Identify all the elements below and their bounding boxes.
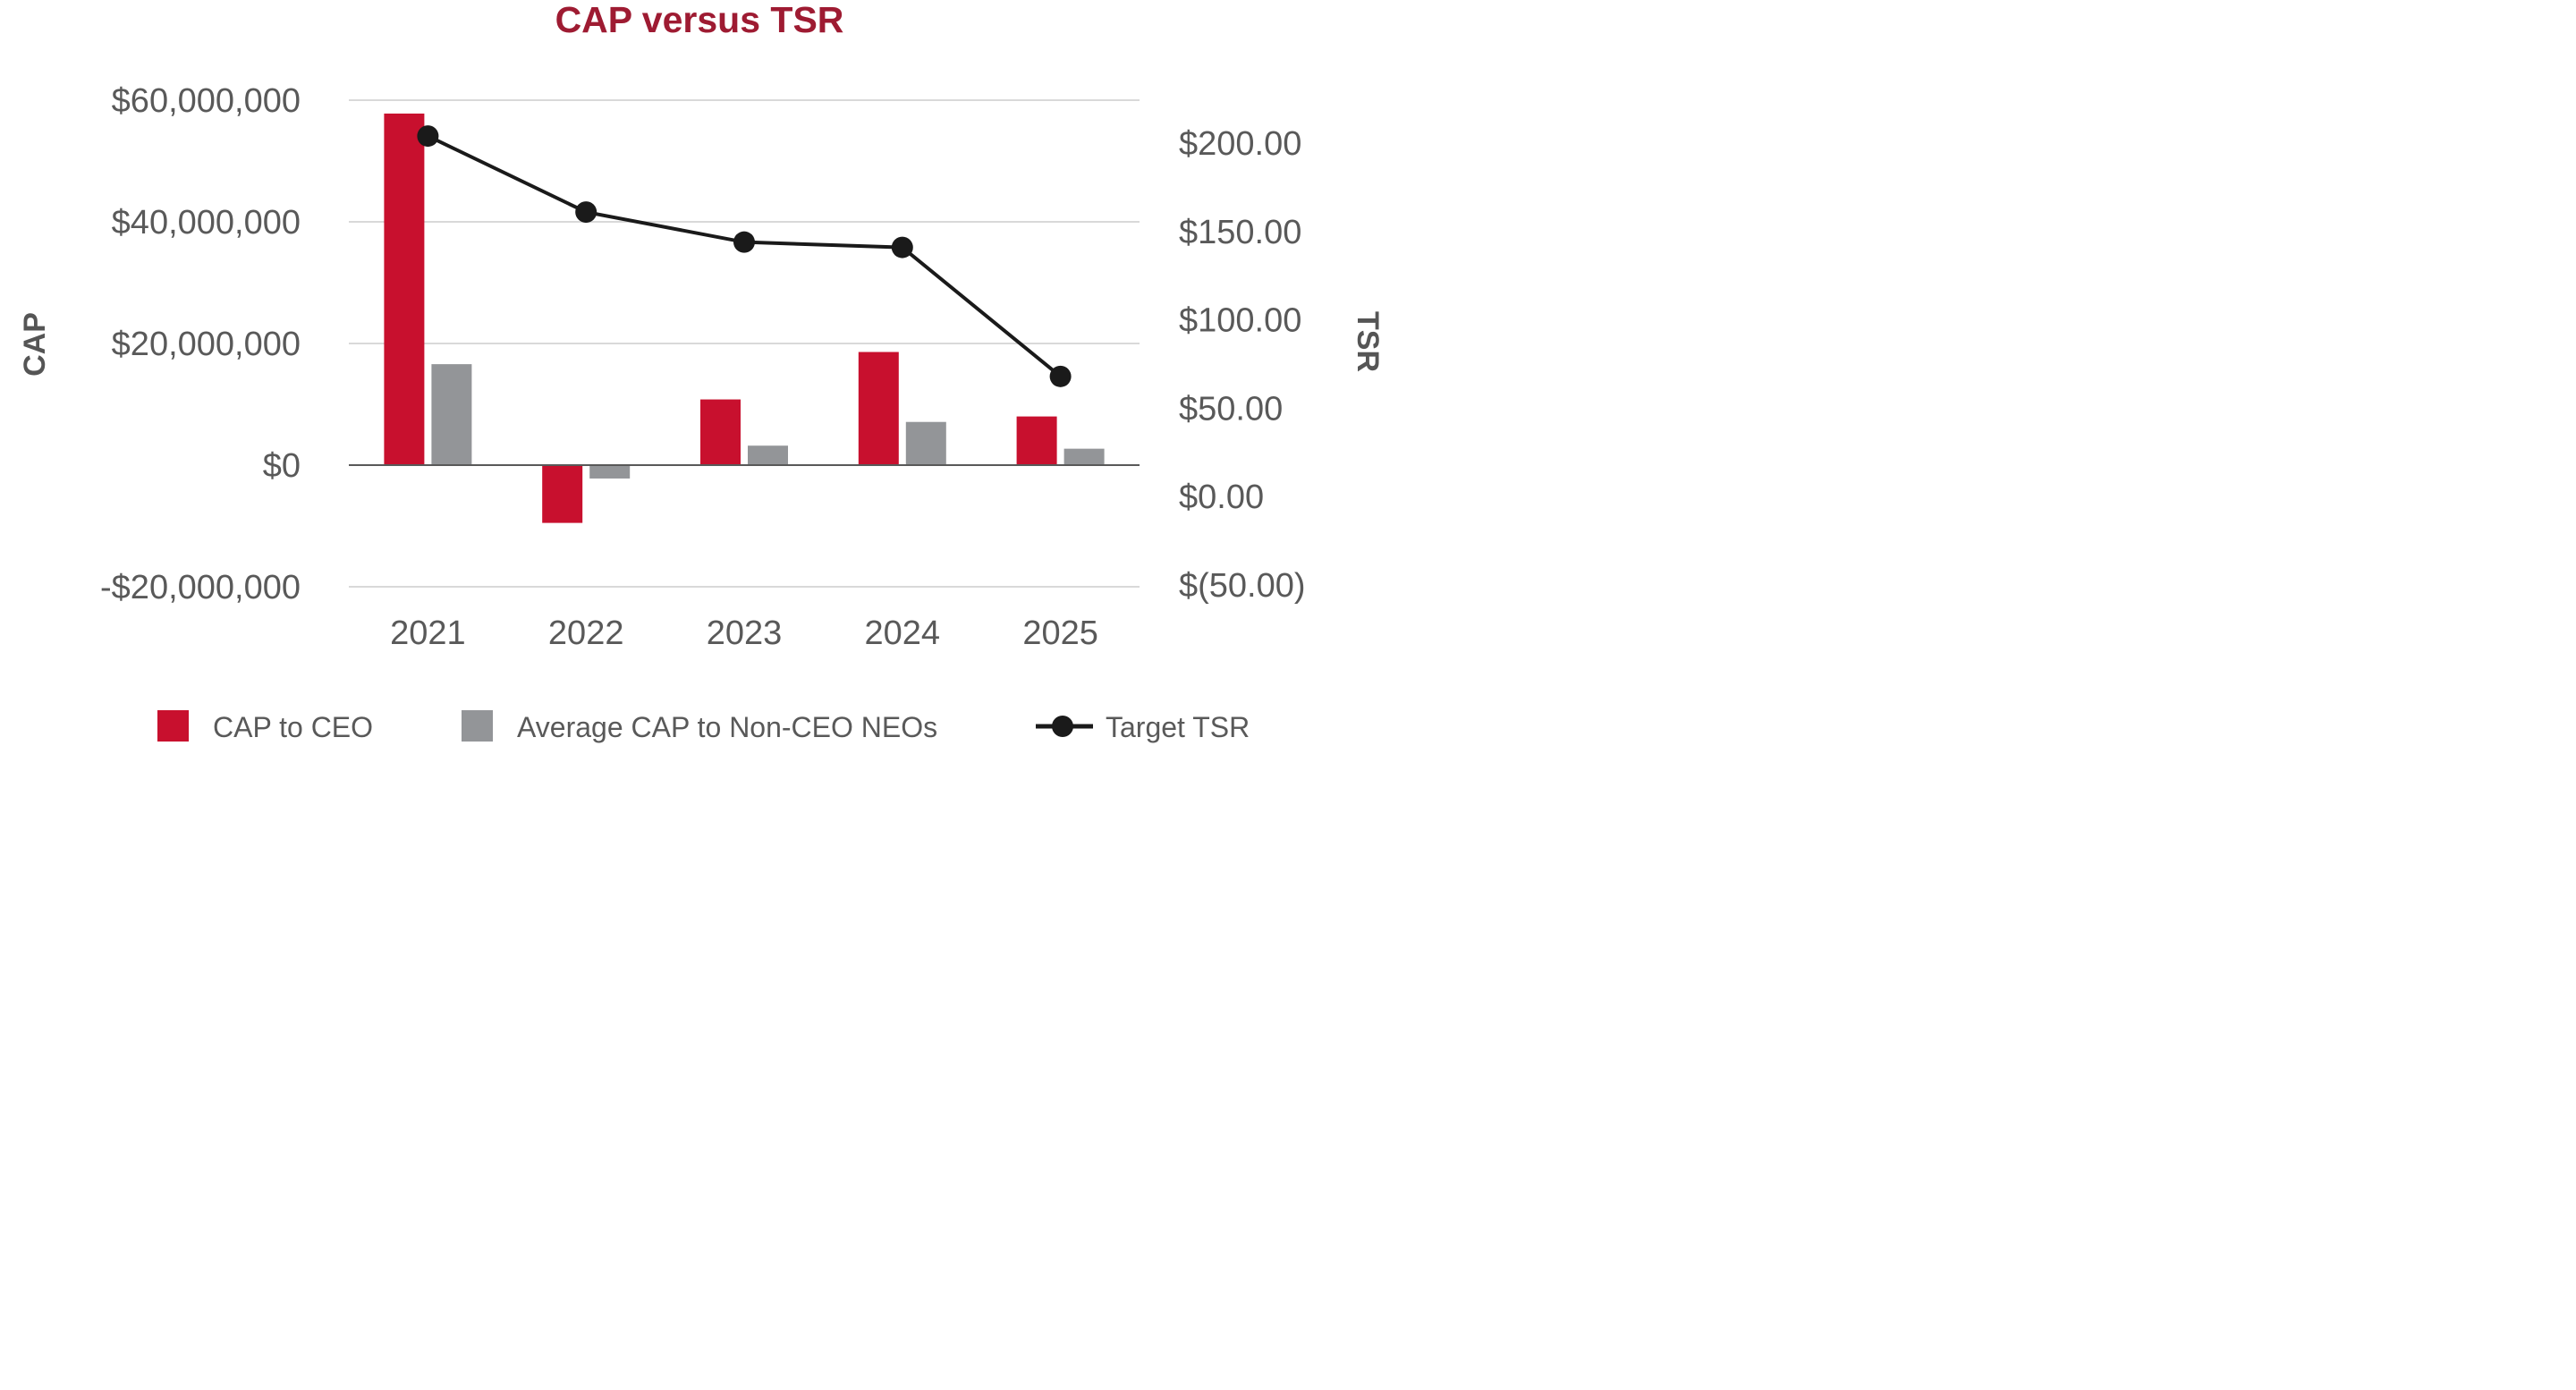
legend-label-0: CAP to CEO: [213, 711, 373, 743]
x-tick-labels: 2021 2022 2023 2024 2025: [390, 614, 1098, 652]
bar-cap-neo-2025: [1063, 448, 1105, 465]
bars: [384, 113, 1105, 523]
legend-label-1: Average CAP to Non-CEO NEOs: [517, 711, 937, 743]
y-right-tick-label: $0.00: [1179, 479, 1264, 516]
tsr-line: [417, 125, 1072, 387]
tsr-point-2022: [575, 201, 597, 224]
y-right-tick-label: $150.00: [1179, 214, 1301, 251]
tsr-line-path: [427, 134, 1062, 378]
x-tick-label: 2022: [548, 614, 624, 652]
bar-cap-neo-2021: [431, 364, 472, 465]
y-left-tick-label: $20,000,000: [112, 326, 301, 363]
cap-versus-tsr-chart: CAP versus TSR CAP TSR -$20,000,000 $0 $20…: [18, 0, 1385, 743]
legend-marker: [1052, 716, 1073, 737]
y-left-axis-title: CAP: [18, 312, 52, 377]
bar-cap-ceo-2023: [700, 399, 741, 465]
tsr-point-2025: [1049, 365, 1072, 387]
bar-cap-ceo-2024: [858, 352, 899, 465]
y-left-tick-label: $60,000,000: [112, 82, 301, 120]
bar-cap-ceo-2021: [384, 113, 425, 466]
y-left-tick-label: $40,000,000: [112, 204, 301, 242]
bar-cap-ceo-2022: [542, 465, 583, 523]
legend-label-2: Target TSR: [1106, 711, 1250, 743]
bar-cap-neo-2023: [748, 445, 788, 465]
tsr-point-2024: [891, 236, 913, 259]
y-right-tick-label: $100.00: [1179, 302, 1301, 340]
legend-swatch-1: [462, 710, 493, 742]
x-tick-label: 2023: [707, 614, 783, 652]
tsr-point-2021: [417, 125, 439, 148]
bar-cap-neo-2022: [589, 465, 631, 479]
y-left-tick-labels: -$20,000,000 $0 $20,000,000 $40,000,000 $60,…: [100, 82, 301, 606]
y-right-tick-label: $200.00: [1179, 125, 1301, 163]
bar-cap-ceo-2025: [1016, 416, 1057, 465]
x-tick-label: 2025: [1022, 614, 1098, 652]
chart-title: CAP versus TSR: [555, 0, 844, 40]
y-right-tick-label: $50.00: [1179, 390, 1283, 428]
y-right-tick-labels: $(50.00) $0.00 $50.00 $100.00 $150.00 $200.00: [1179, 125, 1306, 605]
bar-cap-neo-2024: [905, 421, 946, 465]
x-tick-label: 2024: [865, 614, 941, 652]
y-right-tick-label: $(50.00): [1179, 567, 1306, 605]
x-tick-label: 2021: [390, 614, 466, 652]
y-right-axis-title: TSR: [1351, 311, 1385, 372]
tsr-point-2023: [733, 231, 755, 253]
y-left-tick-label: $0: [263, 447, 301, 485]
legend-swatch-0: [157, 710, 189, 742]
legend: CAP to CEO Average CAP to Non-CEO NEOs Tar…: [157, 710, 1250, 743]
gridlines: [349, 99, 1140, 588]
y-left-tick-label: -$20,000,000: [100, 569, 301, 606]
